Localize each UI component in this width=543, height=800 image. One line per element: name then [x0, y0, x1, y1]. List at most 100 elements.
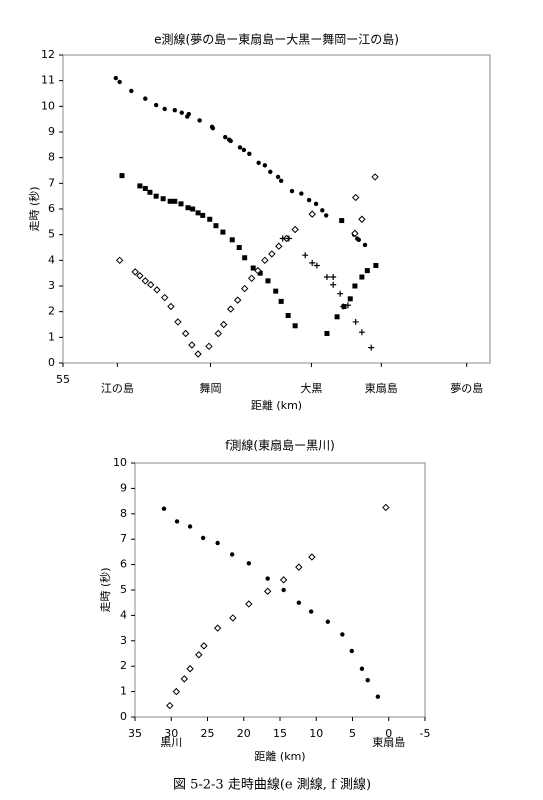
- place-label: 黒川: [160, 736, 182, 749]
- point: [313, 262, 320, 269]
- point: [382, 503, 390, 512]
- point: [279, 576, 288, 584]
- point: [174, 519, 180, 524]
- point: [275, 174, 281, 180]
- point: [220, 229, 226, 235]
- y-tick-label: 1: [120, 685, 127, 698]
- point: [143, 96, 148, 101]
- point: [160, 293, 169, 302]
- point: [172, 107, 177, 113]
- point: [178, 201, 184, 207]
- point: [296, 600, 302, 605]
- x-tick-label: 夢の島: [450, 381, 483, 395]
- point: [362, 242, 368, 248]
- y-tick-label: 7: [48, 176, 55, 189]
- point: [181, 329, 190, 338]
- point: [324, 330, 330, 336]
- x-tick-label: 20: [237, 727, 251, 740]
- point: [309, 259, 316, 266]
- y-tick-label: 8: [48, 151, 55, 164]
- point: [371, 173, 379, 181]
- point: [200, 642, 208, 650]
- point: [358, 215, 366, 223]
- point: [375, 694, 381, 699]
- point: [323, 213, 329, 218]
- point: [205, 342, 213, 351]
- y-tick-label: 7: [120, 532, 127, 545]
- y-tick-label: 5: [120, 583, 127, 596]
- point: [172, 687, 181, 696]
- point: [153, 102, 159, 108]
- point: [340, 303, 347, 310]
- y-tick-label: 2: [120, 659, 127, 672]
- point: [351, 193, 360, 202]
- point: [278, 178, 284, 183]
- point: [174, 318, 182, 326]
- point: [194, 350, 202, 358]
- y-tick-label: 0: [48, 356, 55, 369]
- point: [147, 281, 155, 289]
- y-tick-label: 8: [120, 507, 127, 520]
- point: [330, 281, 337, 288]
- point: [223, 134, 228, 140]
- point: [356, 237, 361, 242]
- point: [187, 524, 193, 529]
- point: [226, 305, 235, 313]
- point: [162, 106, 167, 112]
- point: [179, 110, 184, 115]
- point: [302, 252, 309, 259]
- point: [233, 296, 242, 304]
- point: [220, 320, 228, 329]
- y-tick-label: 2: [48, 305, 55, 318]
- point: [147, 189, 153, 195]
- y-tick-label: 4: [120, 608, 127, 621]
- x-tick-label: 25: [201, 727, 215, 740]
- point: [364, 268, 370, 274]
- point: [207, 216, 213, 222]
- point: [115, 256, 124, 265]
- x-tick-label: -5: [420, 727, 431, 740]
- point: [278, 298, 284, 304]
- point: [291, 225, 299, 234]
- point: [247, 151, 252, 157]
- y-axis-label: 走時 (秒): [98, 567, 112, 612]
- point: [320, 208, 325, 213]
- point: [325, 619, 331, 624]
- y-tick-label: 0: [120, 710, 127, 723]
- point: [352, 283, 358, 289]
- point: [285, 235, 292, 242]
- figure-caption: 図 5-2-3 走時曲線(e 測線, f 測線): [173, 777, 371, 793]
- x-tick-label: 35: [128, 727, 142, 740]
- point: [263, 587, 272, 595]
- point: [161, 506, 167, 511]
- point: [229, 552, 235, 557]
- chart-title: e測線(夢の島ー東扇島ー大黒ー舞岡ー江の島): [154, 32, 399, 47]
- point: [308, 553, 316, 561]
- point: [228, 138, 233, 144]
- point: [352, 318, 359, 325]
- point: [195, 210, 201, 216]
- x-tick-label: 10: [309, 727, 323, 740]
- x-tick-label: 舞岡: [200, 382, 222, 395]
- place-label: 東扇島: [372, 735, 405, 749]
- y-tick-label: 3: [120, 634, 127, 647]
- point: [113, 75, 118, 81]
- point: [213, 624, 222, 632]
- point: [185, 205, 191, 211]
- y-tick-label: 12: [41, 48, 55, 61]
- point: [142, 185, 148, 191]
- point: [237, 145, 243, 150]
- point: [254, 266, 262, 275]
- chart-title: f測線(東扇島ー黒川): [225, 438, 335, 453]
- x-axis-label: 距離 (km): [254, 749, 305, 763]
- point: [265, 576, 270, 581]
- point: [295, 563, 303, 571]
- point: [351, 229, 359, 238]
- point: [242, 255, 248, 261]
- point: [119, 173, 125, 179]
- y-tick-label: 1: [48, 330, 55, 343]
- point: [365, 677, 370, 683]
- point: [268, 169, 273, 174]
- x-tick-label: 15: [273, 727, 287, 740]
